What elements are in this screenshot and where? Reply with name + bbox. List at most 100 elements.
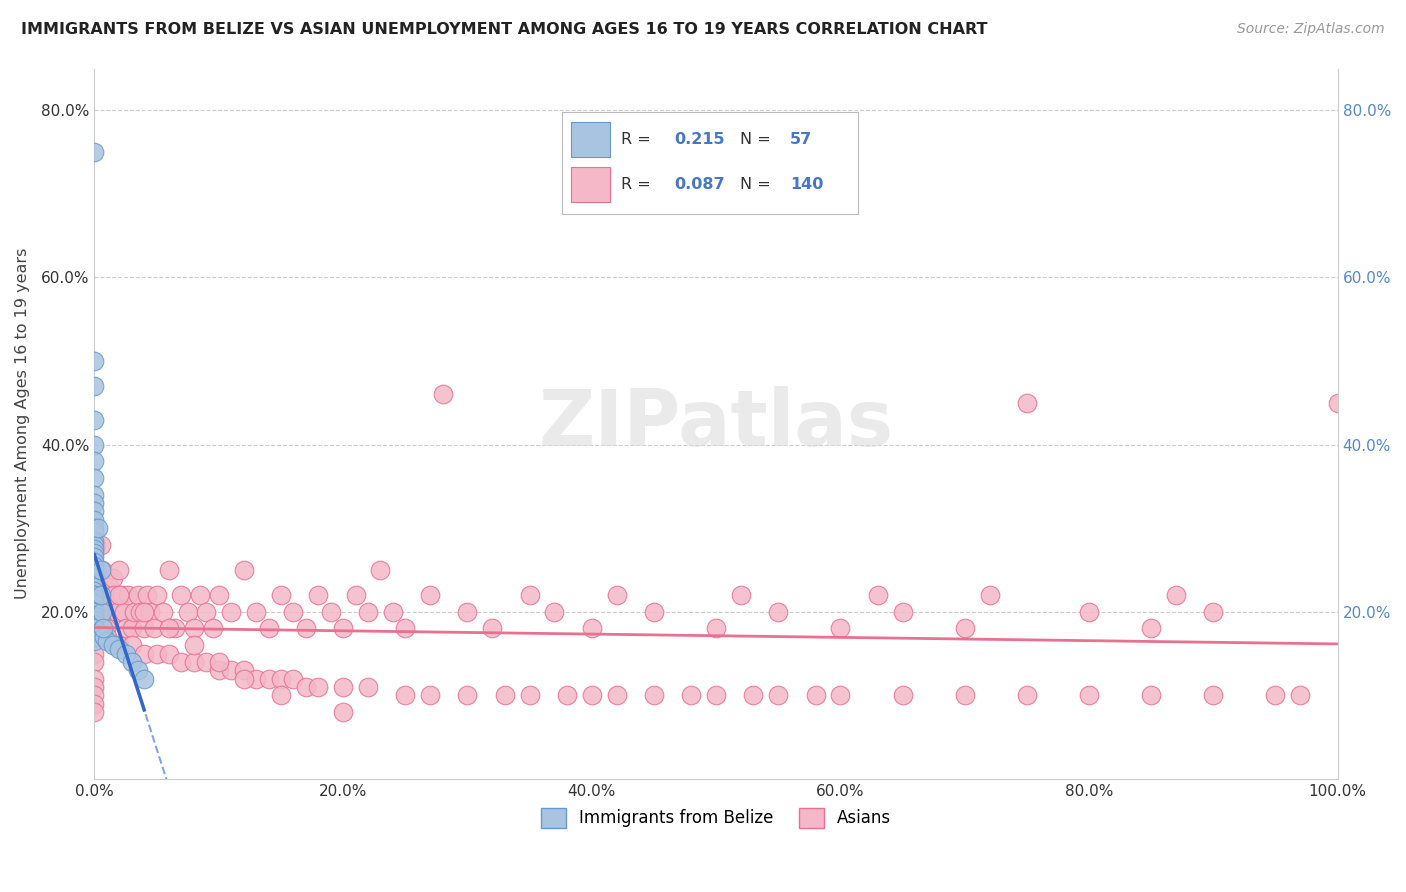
Point — [344, 588, 367, 602]
Point — [83, 617, 105, 632]
Point — [83, 588, 105, 602]
Point — [83, 613, 105, 627]
Point — [357, 605, 380, 619]
Point — [730, 588, 752, 602]
Point — [830, 622, 852, 636]
Point — [134, 672, 156, 686]
Point — [98, 580, 121, 594]
Point — [83, 622, 105, 636]
Point — [83, 513, 105, 527]
Point — [83, 471, 105, 485]
Point — [122, 605, 145, 619]
Point — [1202, 605, 1225, 619]
Point — [83, 533, 105, 548]
Point — [555, 689, 578, 703]
Text: Source: ZipAtlas.com: Source: ZipAtlas.com — [1237, 22, 1385, 37]
Point — [139, 605, 162, 619]
Point — [83, 697, 105, 711]
Point — [83, 525, 105, 540]
Point — [370, 563, 392, 577]
Point — [83, 596, 105, 610]
Point — [134, 647, 156, 661]
Point — [90, 563, 112, 577]
Point — [804, 689, 827, 703]
Text: ZIPatlas: ZIPatlas — [538, 385, 894, 462]
Point — [83, 575, 105, 590]
Point — [83, 609, 105, 624]
Point — [87, 521, 110, 535]
Point — [108, 642, 131, 657]
Point — [90, 605, 112, 619]
Point — [108, 638, 131, 652]
Point — [766, 689, 789, 703]
Point — [83, 555, 105, 569]
Point — [103, 588, 125, 602]
Point — [91, 588, 114, 602]
Text: 0.215: 0.215 — [675, 132, 725, 146]
Point — [891, 689, 914, 703]
Point — [83, 605, 105, 619]
Point — [90, 538, 112, 552]
Point — [83, 580, 105, 594]
Point — [257, 622, 280, 636]
Point — [283, 672, 305, 686]
Text: 57: 57 — [790, 132, 813, 146]
Point — [83, 625, 105, 640]
Point — [394, 622, 416, 636]
Point — [519, 689, 541, 703]
Point — [257, 672, 280, 686]
Point — [332, 680, 354, 694]
Point — [183, 622, 205, 636]
Point — [270, 689, 292, 703]
Point — [83, 630, 105, 644]
Point — [89, 605, 111, 619]
Point — [456, 605, 478, 619]
Point — [742, 689, 765, 703]
Point — [83, 563, 105, 577]
Point — [232, 563, 254, 577]
Point — [83, 622, 105, 636]
Point — [245, 672, 267, 686]
Point — [1078, 605, 1101, 619]
Point — [83, 634, 105, 648]
Point — [188, 588, 211, 602]
Point — [1015, 396, 1038, 410]
Point — [84, 538, 107, 552]
Point — [121, 622, 143, 636]
Point — [270, 672, 292, 686]
Point — [90, 630, 112, 644]
Point — [1140, 689, 1163, 703]
Point — [195, 655, 218, 669]
Text: R =: R = — [621, 132, 657, 146]
Point — [1264, 689, 1286, 703]
Point — [157, 563, 180, 577]
Point — [83, 655, 105, 669]
Text: R =: R = — [621, 177, 657, 192]
Point — [195, 605, 218, 619]
Point — [108, 563, 131, 577]
Point — [83, 588, 105, 602]
Point — [83, 563, 105, 577]
Point — [170, 655, 193, 669]
Point — [979, 588, 1001, 602]
Text: N =: N = — [740, 132, 776, 146]
Point — [704, 622, 727, 636]
Point — [891, 605, 914, 619]
Point — [83, 680, 105, 694]
Point — [1326, 396, 1348, 410]
Point — [145, 647, 167, 661]
Point — [83, 613, 105, 627]
Point — [183, 655, 205, 669]
Point — [319, 605, 342, 619]
Point — [143, 622, 166, 636]
Point — [83, 558, 105, 573]
Point — [208, 655, 231, 669]
Y-axis label: Unemployment Among Ages 16 to 19 years: Unemployment Among Ages 16 to 19 years — [15, 248, 30, 599]
Point — [87, 588, 110, 602]
Point — [606, 588, 628, 602]
Point — [93, 630, 115, 644]
Bar — [571, 122, 610, 157]
Point — [90, 563, 112, 577]
Point — [96, 634, 118, 648]
Point — [121, 638, 143, 652]
